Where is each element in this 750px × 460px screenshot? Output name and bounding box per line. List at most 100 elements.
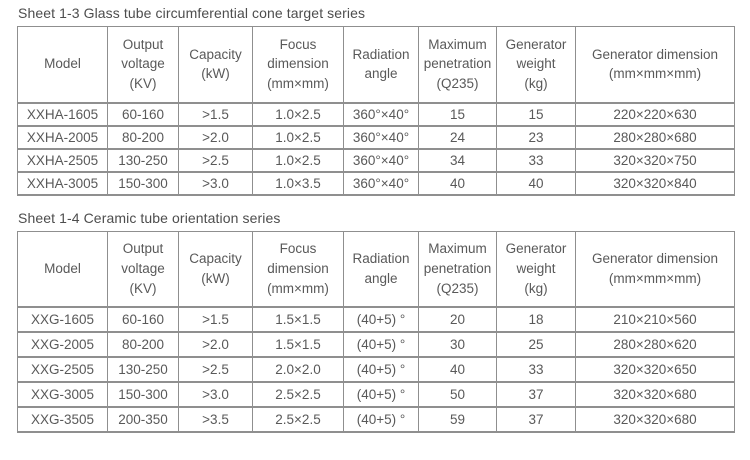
table-cell: 1.0×2.5 xyxy=(252,147,344,173)
table-cell: 2.0×2.0 xyxy=(252,356,344,383)
column-header: Model xyxy=(17,26,108,104)
column-header: Generator weight (kg) xyxy=(496,26,576,104)
column-header: Maximum penetration (Q235) xyxy=(418,26,497,104)
table-cell: >2.0 xyxy=(178,331,253,358)
table-cell: 1.5×1.5 xyxy=(252,331,344,358)
table-cell: 360°×40° xyxy=(343,101,419,127)
table-cell: 15 xyxy=(418,101,497,127)
table-cell: (40+5) ° xyxy=(343,381,419,408)
glass-tube-series-table: Model Output voltage (KV) Capacity (kW) Foc… xyxy=(17,26,735,196)
table-cell: (40+5) ° xyxy=(343,306,419,333)
table-cell: (40+5) ° xyxy=(343,406,419,433)
sheet-1-4-title: Sheet 1-4 Ceramic tube orientation serie… xyxy=(18,209,281,226)
table-cell: 320×320×680 xyxy=(575,381,735,408)
table-cell: 40 xyxy=(418,356,497,383)
table-cell: 37 xyxy=(496,406,576,433)
table-cell: 40 xyxy=(496,170,576,196)
table-row: XXG-3005 150-300 >3.0 2.5×2.5 (40+5) ° 50 37 32… xyxy=(17,381,735,408)
table-cell: (40+5) ° xyxy=(343,331,419,358)
table-cell: 320×320×680 xyxy=(575,406,735,433)
table-cell: (40+5) ° xyxy=(343,356,419,383)
table-cell: 130-250 xyxy=(107,147,179,173)
table-cell: 24 xyxy=(418,124,497,150)
column-header: Output voltage (KV) xyxy=(107,26,179,104)
table-cell: 37 xyxy=(496,381,576,408)
table-cell: 150-300 xyxy=(107,170,179,196)
table-cell: 80-200 xyxy=(107,124,179,150)
table-row: XXG-2505 130-250 >2.5 2.0×2.0 (40+5) ° 40 33 32… xyxy=(17,356,735,383)
table-row: XXHA-3005 150-300 >3.0 1.0×3.5 360°×40° 40 40 3… xyxy=(17,170,735,196)
table-cell: 1.0×2.5 xyxy=(252,124,344,150)
table-cell: 30 xyxy=(418,331,497,358)
spec-sheet-page: Sheet 1-3 Glass tube circumferential con… xyxy=(17,5,735,433)
column-header: Model xyxy=(17,230,108,308)
table-cell: 360°×40° xyxy=(343,147,419,173)
table-cell: 320×320×750 xyxy=(575,147,735,173)
table-cell: 33 xyxy=(496,356,576,383)
table-cell: 360°×40° xyxy=(343,170,419,196)
table-cell: 15 xyxy=(496,101,576,127)
table-cell: 59 xyxy=(418,406,497,433)
column-header: Capacity (kW) xyxy=(178,230,253,308)
table-cell: 25 xyxy=(496,331,576,358)
table-row: XXHA-2505 130-250 >2.5 1.0×2.5 360°×40° 34 33 3… xyxy=(17,147,735,173)
table-cell: XXG-2005 xyxy=(17,331,108,358)
table-cell: 220×220×630 xyxy=(575,101,735,127)
table-cell: 60-160 xyxy=(107,306,179,333)
table-cell: 210×210×560 xyxy=(575,306,735,333)
column-header: Output voltage (KV) xyxy=(107,230,179,308)
column-header: Generator dimension (mm×mm×mm) xyxy=(575,26,735,104)
table-cell: >2.5 xyxy=(178,356,253,383)
table-cell: 34 xyxy=(418,147,497,173)
sheet-1-3-title: Sheet 1-3 Glass tube circumferential con… xyxy=(18,5,366,21)
table-header: Model Output voltage (KV) Capacity (kW) Foc… xyxy=(17,230,735,308)
table-cell: 200-350 xyxy=(107,406,179,433)
table-body: XXG-1605 60-160 >1.5 1.5×1.5 (40+5) ° 20 18 210… xyxy=(17,306,735,433)
table-cell: >3.5 xyxy=(178,406,253,433)
column-header: Radiation angle xyxy=(343,230,419,308)
table-row: XXHA-2005 80-200 >2.0 1.0×2.5 360°×40° 24 23 28… xyxy=(17,124,735,150)
table-cell: 18 xyxy=(496,306,576,333)
column-header: Maximum penetration (Q235) xyxy=(418,230,497,308)
table-cell: 360°×40° xyxy=(343,124,419,150)
table-cell: XXG-3005 xyxy=(17,381,108,408)
table-row: XXG-2005 80-200 >2.0 1.5×1.5 (40+5) ° 30 25 280… xyxy=(17,331,735,358)
table-cell: 2.5×2.5 xyxy=(252,406,344,433)
table-cell: 280×280×620 xyxy=(575,331,735,358)
ceramic-tube-series-table: Model Output voltage (KV) Capacity (kW) Foc… xyxy=(17,230,735,433)
table-cell: 20 xyxy=(418,306,497,333)
table-cell: >3.0 xyxy=(178,170,253,196)
table-cell: 1.0×3.5 xyxy=(252,170,344,196)
table-row: XXHA-1605 60-160 >1.5 1.0×2.5 360°×40° 15 15 22… xyxy=(17,101,735,127)
table-cell: 320×320×650 xyxy=(575,356,735,383)
table-cell: >2.0 xyxy=(178,124,253,150)
table-cell: XXG-1605 xyxy=(17,306,108,333)
table-cell: 320×320×840 xyxy=(575,170,735,196)
header-row: Model Output voltage (KV) Capacity (kW) Foc… xyxy=(17,26,735,104)
table-cell: >1.5 xyxy=(178,101,253,127)
table-cell: >2.5 xyxy=(178,147,253,173)
table-cell: 2.5×2.5 xyxy=(252,381,344,408)
column-header: Focus dimension (mm×mm) xyxy=(252,230,344,308)
column-header: Radiation angle xyxy=(343,26,419,104)
table-header: Model Output voltage (KV) Capacity (kW) Foc… xyxy=(17,26,735,104)
table-row: XXG-1605 60-160 >1.5 1.5×1.5 (40+5) ° 20 18 210… xyxy=(17,306,735,333)
table-cell: 23 xyxy=(496,124,576,150)
table-cell: 50 xyxy=(418,381,497,408)
table-cell: 150-300 xyxy=(107,381,179,408)
header-row: Model Output voltage (KV) Capacity (kW) Foc… xyxy=(17,230,735,308)
table-cell: >3.0 xyxy=(178,381,253,408)
table-cell: 130-250 xyxy=(107,356,179,383)
column-header: Focus dimension (mm×mm) xyxy=(252,26,344,104)
table-cell: 1.0×2.5 xyxy=(252,101,344,127)
table-cell: 80-200 xyxy=(107,331,179,358)
table-cell: XXG-2505 xyxy=(17,356,108,383)
table-cell: XXHA-1605 xyxy=(17,101,108,127)
table-cell: XXHA-2005 xyxy=(17,124,108,150)
column-header: Capacity (kW) xyxy=(178,26,253,104)
table-cell: 1.5×1.5 xyxy=(252,306,344,333)
table-cell: XXG-3505 xyxy=(17,406,108,433)
table-cell: 280×280×680 xyxy=(575,124,735,150)
column-header: Generator dimension (mm×mm×mm) xyxy=(575,230,735,308)
table-row: XXG-3505 200-350 >3.5 2.5×2.5 (40+5) ° 59 37 32… xyxy=(17,406,735,433)
